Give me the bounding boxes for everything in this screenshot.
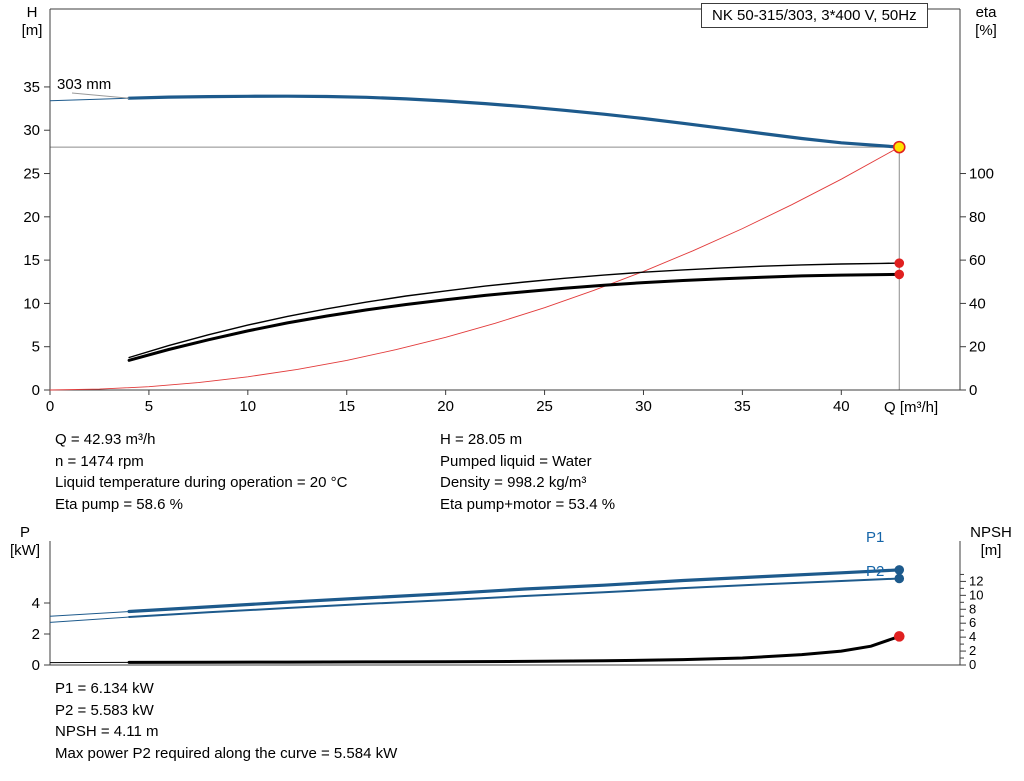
tick-label: 5 xyxy=(145,398,153,415)
npsh-curve xyxy=(127,634,901,664)
tick-label: 4 xyxy=(32,595,40,612)
tick-label: 10 xyxy=(23,295,40,312)
tick-label: 30 xyxy=(635,398,652,415)
eta-pump-motor-end-marker xyxy=(894,269,905,280)
tick-label: 20 xyxy=(969,339,986,356)
p1-end-marker xyxy=(894,565,905,575)
flow-axis-title: Q [m³/h] xyxy=(884,399,939,416)
npsh-end-marker xyxy=(893,631,905,642)
head-axis-title: H [m] xyxy=(10,4,54,40)
npsh-axis-symbol: NPSH xyxy=(970,524,1012,541)
info-line-p2: P2 = 5.583 kW xyxy=(55,701,154,719)
p2-curve xyxy=(128,577,901,618)
impeller-leader-line xyxy=(71,92,130,99)
tick-label: 0 xyxy=(32,657,40,674)
tick-label: 15 xyxy=(338,398,355,415)
tick-label: 25 xyxy=(23,166,40,183)
tick-label: 30 xyxy=(23,122,40,139)
info-line-head: H = 28.05 m xyxy=(440,431,523,448)
duty-info-left-column: Q = 42.93 m³/h n = 1474 rpm Liquid tempe… xyxy=(55,429,347,515)
eta-axis-unit: [%] xyxy=(975,22,997,39)
npsh-axis-unit: [m] xyxy=(980,542,1002,559)
power-axis-title: P [kW] xyxy=(2,524,48,560)
tick-label: 40 xyxy=(969,295,986,312)
info-line-flow: Q = 42.93 m³/h xyxy=(55,431,156,448)
power-axis-symbol: P xyxy=(19,524,30,541)
eta-axis-title: eta [%] xyxy=(964,4,1008,40)
tick-label: 6 xyxy=(969,615,976,630)
duty-info-right-column: H = 28.05 m Pumped liquid = Water Densit… xyxy=(440,429,615,515)
tick-label: 100 xyxy=(969,166,994,183)
tick-label: 10 xyxy=(969,587,983,602)
info-line-eta-pump-motor: Eta pump+motor = 53.4 % xyxy=(440,495,616,513)
tick-label: 5 xyxy=(32,339,40,356)
pump-curve xyxy=(127,94,901,149)
tick-label: 0 xyxy=(46,398,54,415)
info-line-speed: n = 1474 rpm xyxy=(55,452,144,470)
tick-label: 2 xyxy=(32,626,40,643)
tick-label: 60 xyxy=(969,252,986,269)
info-line-p1: P1 = 6.134 kW xyxy=(55,680,154,697)
eta-pump-curve xyxy=(128,262,900,359)
tick-label: 15 xyxy=(23,252,40,269)
eta-pump-end-marker xyxy=(894,258,905,268)
info-line-temperature: Liquid temperature during operation = 20… xyxy=(55,474,348,491)
tick-label: 10 xyxy=(239,398,256,415)
tick-label: 8 xyxy=(969,601,976,616)
tick-label: 35 xyxy=(23,79,40,96)
head-axis-symbol: H xyxy=(26,4,38,21)
power-info-block: P1 = 6.134 kW P2 = 5.583 kW NPSH = 4.11 … xyxy=(55,678,397,764)
tick-label: 0 xyxy=(32,382,40,399)
info-line-max-power: Max power P2 required along the curve = … xyxy=(55,744,398,762)
npsh-axis-title: NPSH [m] xyxy=(962,524,1020,560)
eta-pump-motor-curve xyxy=(127,272,901,362)
power-axis-unit: [kW] xyxy=(10,542,40,559)
info-line-eta-pump: Eta pump = 58.6 % xyxy=(55,495,183,513)
system-curve xyxy=(49,146,900,391)
eta-axis-symbol: eta xyxy=(975,4,997,21)
p1-curve xyxy=(127,568,901,614)
p2-curve-label: P2 xyxy=(866,563,885,580)
tick-label: 20 xyxy=(23,209,40,226)
info-line-density: Density = 998.2 kg/m³ xyxy=(440,474,587,491)
head-axis-unit: [m] xyxy=(21,22,43,39)
impeller-diameter-label: 303 mm xyxy=(57,76,112,93)
tick-label: 80 xyxy=(969,209,986,226)
npsh-curve-lead xyxy=(49,635,900,664)
tick-label: 35 xyxy=(734,398,751,415)
tick-label: 20 xyxy=(437,398,454,415)
tick-label: 2 xyxy=(969,643,976,658)
tick-label: 4 xyxy=(969,629,976,644)
duty-point-marker xyxy=(892,140,906,154)
p2-curve-lead xyxy=(49,578,900,623)
p1-curve-label: P1 xyxy=(866,529,885,546)
info-line-npsh: NPSH = 4.11 m xyxy=(55,723,159,740)
info-line-liquid: Pumped liquid = Water xyxy=(440,452,592,470)
tick-label: 0 xyxy=(969,657,976,672)
tick-label: 40 xyxy=(833,398,850,415)
p2-end-marker xyxy=(894,573,905,584)
tick-label: 12 xyxy=(969,573,983,588)
pump-title-box: NK 50-315/303, 3*400 V, 50Hz xyxy=(701,3,928,28)
tick-label: 0 xyxy=(969,382,977,399)
tick-label: 25 xyxy=(536,398,553,415)
